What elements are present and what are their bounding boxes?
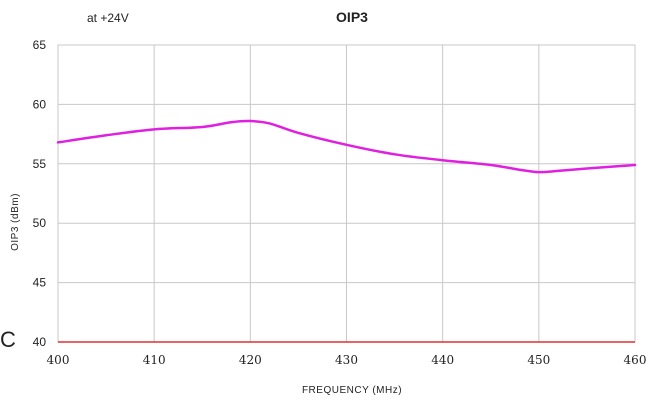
y-tick-label: 50 [33,216,47,230]
chart-subtitle: at +24V [87,11,129,25]
x-tick-label: 400 [47,353,70,367]
x-tick-label: 460 [624,353,647,367]
x-tick-label: 420 [239,353,262,367]
grid-layer [57,44,636,343]
series-line-oip3 [56,119,637,174]
y-axis-label: OIP3 (dBm) [10,193,21,251]
x-tick-label: 440 [431,353,454,367]
x-tick-label: 430 [335,353,358,367]
y-tick-label: 65 [33,38,47,52]
series-layer [56,119,637,343]
y-tick-label: 55 [33,157,47,171]
stray-mark: C [0,327,16,352]
x-tick-label: 410 [143,353,166,367]
chart-title: OIP3 [336,9,368,25]
y-tick-label: 60 [33,97,47,111]
x-tick-label: 450 [527,353,550,367]
y-tick-label: 45 [33,276,47,290]
x-axis-label: FREQUENCY (MHz) [302,385,402,396]
y-tick-label: 40 [33,335,47,349]
tick-layer: 40 45 50 55 60 65 400 410 420 430 440 450 460 [33,38,647,367]
